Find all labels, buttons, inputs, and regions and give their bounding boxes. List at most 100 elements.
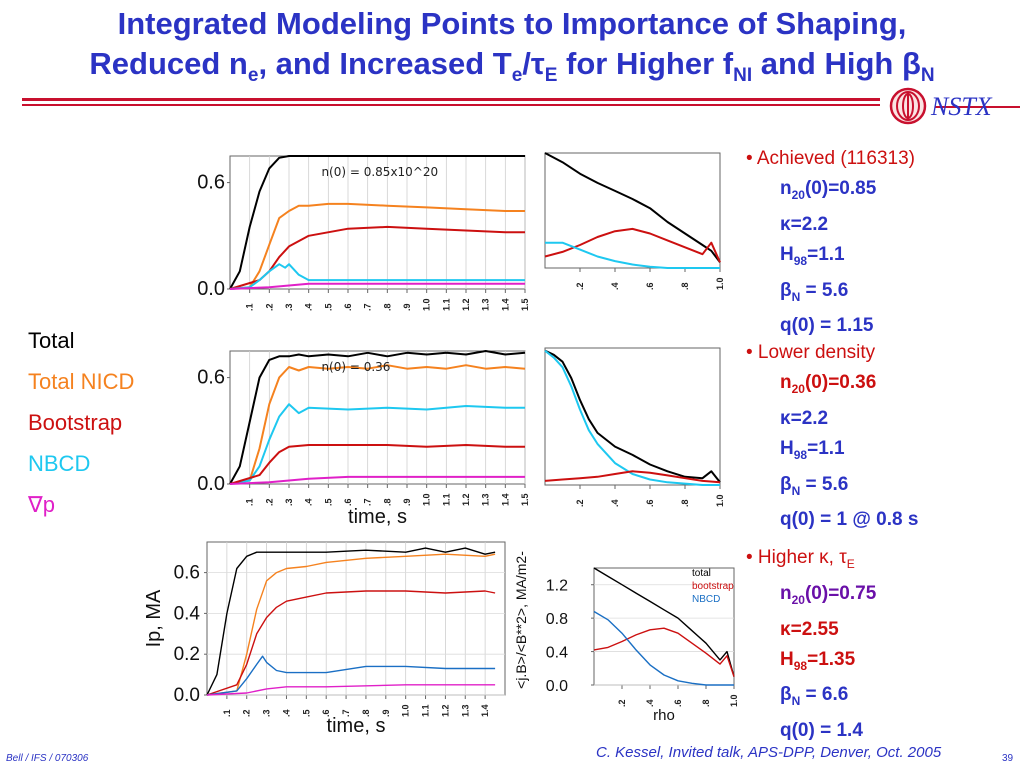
y-tick-label: 0.2 [174, 644, 200, 665]
case-parameter: βN = 5.6 [780, 473, 849, 498]
chart-legend-entry: bootstrap [692, 581, 734, 592]
series-line-nbcd [544, 349, 720, 486]
title-line-1: Integrated Modeling Points to Importance… [117, 6, 907, 41]
x-tick-label: .4 [645, 699, 655, 707]
plot-frame [593, 567, 735, 686]
x-tick-label: .6 [321, 709, 331, 717]
legend-item: Total NICD [28, 369, 135, 394]
x-tick-label: 1.1 [441, 298, 451, 311]
footer-citation: C. Kessel, Invited talk, APS-DPP, Denver… [596, 744, 942, 761]
title-rule-bottom [22, 104, 880, 106]
x-tick-label: .9 [402, 303, 412, 311]
x-tick-label: 1.0 [715, 494, 725, 507]
x-tick-label: .6 [645, 499, 655, 507]
x-tick-label: .9 [402, 498, 412, 506]
x-tick-label: .3 [284, 303, 294, 311]
title-line-2: Reduced ne, and Increased Te/τE for High… [89, 46, 935, 87]
case-block: • Achieved (116313) n20(0)=0.85 κ=2.2 H98=1… [746, 144, 915, 341]
x-tick-label: .8 [382, 498, 392, 506]
x-tick-label: .8 [361, 709, 371, 717]
logo-rule [935, 106, 1020, 108]
x-tick-label: .2 [575, 282, 585, 290]
y-tick-label: 0.0 [197, 278, 225, 300]
x-tick-label: .4 [610, 499, 620, 507]
y-tick-label: 0.6 [197, 172, 225, 194]
nstx-logo-text: NSTX [931, 92, 992, 121]
x-tick-label: 1.3 [481, 493, 491, 506]
x-tick-label: .2 [264, 303, 274, 311]
chart-annotation: n(0) = 0.36 [321, 360, 390, 374]
case-parameter: q(0) = 1.15 [780, 315, 874, 337]
x-tick-label: .6 [645, 282, 655, 290]
y-tick-label: 0.4 [546, 645, 568, 662]
series-line-bootstrap [544, 470, 721, 484]
x-tick-label: 1.1 [441, 493, 451, 506]
x-tick-label: .8 [382, 303, 392, 311]
x-tick-label: 1.4 [500, 493, 510, 506]
series-line-nbcd [545, 241, 720, 269]
chart-legend-entry: total [692, 568, 711, 579]
y-tick-label: 0.8 [546, 611, 568, 628]
plot-frame [544, 347, 721, 486]
y-tick-label: 1.2 [546, 578, 568, 595]
x-tick-label: .4 [610, 282, 620, 290]
x-axis-label: time, s [327, 715, 386, 737]
case-heading: • Lower density [746, 342, 876, 363]
x-tick-label: .5 [323, 498, 333, 506]
slide-title: Integrated Modeling Points to Importance… [0, 4, 1024, 96]
x-tick-label: .1 [245, 303, 255, 311]
x-tick-label: .7 [363, 303, 373, 311]
chart-current-vs-time-lower-density: .1 .2 .3 .4 .5 .6 .7 .8 .9 1.0 1.1 1.2 1.3 1.4 1.5 0.6 0… [197, 350, 530, 528]
x-tick-label: 1.0 [715, 277, 725, 290]
y-tick-label: 0.0 [197, 473, 225, 495]
legend-item: ∇p [28, 492, 55, 517]
series-line-grad_p [229, 282, 525, 290]
x-tick-label: .6 [673, 699, 683, 707]
nstx-logo-icon [889, 87, 927, 125]
x-tick-label: .2 [617, 699, 627, 707]
x-axis-label: time, s [348, 506, 407, 528]
x-tick-label: .6 [343, 498, 353, 506]
x-tick-label: 1.4 [480, 704, 490, 717]
plot-frame [229, 155, 526, 290]
x-tick-label: 1.3 [481, 298, 491, 311]
x-tick-label: .3 [262, 709, 272, 717]
x-tick-label: 1.5 [520, 493, 530, 506]
y-tick-label: 0.6 [197, 367, 225, 389]
series-line-nbcd2 [206, 655, 496, 696]
series-line-grad_p [206, 684, 496, 696]
x-tick-label: 1.0 [422, 298, 432, 311]
legend-item: NBCD [28, 451, 91, 476]
x-tick-label: 1.0 [401, 704, 411, 717]
x-tick-label: .2 [264, 498, 274, 506]
x-tick-label: 1.2 [461, 298, 471, 311]
case-block: • Lower density n20(0)=0.36 κ=2.2 H98=1.1 βN… [746, 338, 918, 535]
series-line-nbcd2 [593, 610, 734, 686]
title-rule-top [22, 98, 880, 101]
x-axis-label: rho [653, 707, 675, 722]
chart-profile-higher-kappa: .2 .4 .6 .8 1.0 1.2 0.8 0.4 0.0 rho <j.B>/<B**2>, … [513, 551, 739, 722]
series-line-grad_p [229, 475, 525, 485]
case-parameter: βN = 5.6 [780, 279, 849, 304]
case-block: • Higher κ, τE n20(0)=0.75 κ=2.55 H98=1.35 β… [746, 543, 876, 746]
series-line-total [544, 152, 721, 263]
series-line-total [544, 349, 721, 483]
case-parameter: κ=2.2 [780, 407, 829, 429]
case-heading: • Higher κ, τE [746, 547, 855, 571]
x-tick-label: .9 [381, 709, 391, 717]
case-parameter: H98=1.35 [780, 648, 856, 673]
case-parameter: H98=1.1 [780, 437, 845, 462]
y-axis-label: Ip, MA [143, 589, 165, 647]
x-tick-label: 1.4 [500, 298, 510, 311]
x-tick-label: .7 [341, 709, 351, 717]
chart-profile-lower-density: .2 .4 .6 .8 1.0 [544, 347, 725, 507]
case-parameter: H98=1.1 [780, 243, 845, 268]
x-tick-label: .4 [281, 709, 291, 717]
x-tick-label: .8 [680, 282, 690, 290]
footer-author: Bell / IFS / 070306 [6, 753, 89, 764]
chart-current-vs-time-higher-kappa: .1 .2 .3 .4 .5 .6 .7 .8 .9 1.0 1.1 1.2 1.3 1.4 0.6 0.4 0… [143, 541, 506, 737]
series-line-bootstrap [206, 590, 496, 696]
x-tick-label: .5 [323, 303, 333, 311]
x-tick-label: 1.5 [520, 298, 530, 311]
series-line-nicd [229, 364, 526, 485]
